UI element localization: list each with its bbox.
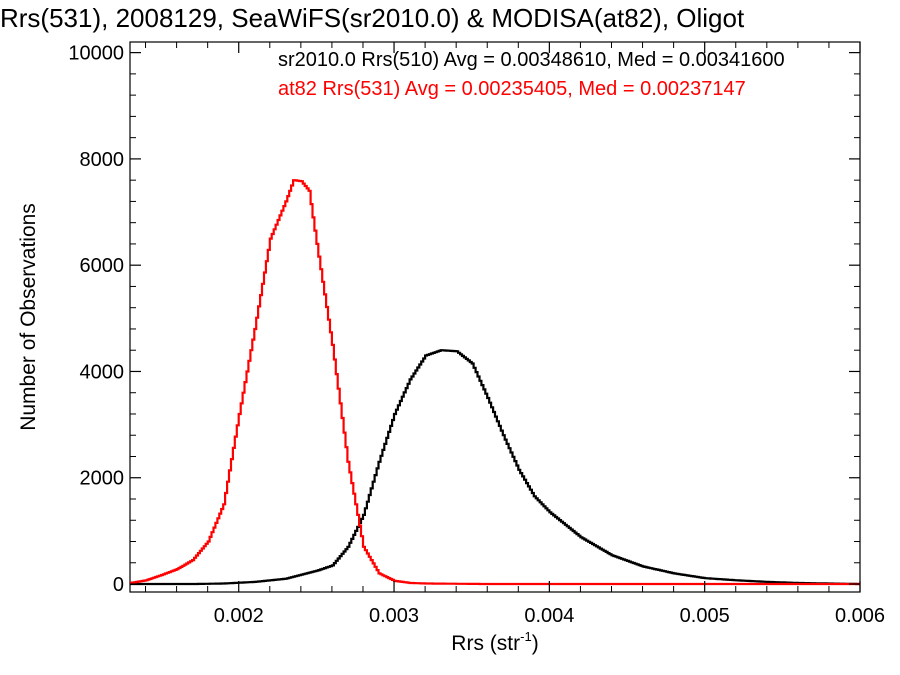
axis-ticks: 0.002 0.003 0.004 0.005 0.006 0 2000 4000 6000 80… — [68, 42, 885, 627]
series-line-0 — [130, 349, 860, 586]
x-tick-label: 0.004 — [524, 605, 574, 627]
x-axis-label-main: Rrs (str — [451, 632, 520, 655]
y-tick-label: 6000 — [80, 255, 125, 277]
x-tick-label: 0.002 — [214, 605, 264, 627]
y-axis-label: Number of Observations — [17, 203, 40, 431]
x-axis-label-tail: ) — [532, 632, 539, 655]
legend-entry-red: at82 Rrs(531) Avg = 0.00235405, Med = 0.… — [278, 78, 746, 100]
x-tick-label: 0.005 — [680, 605, 730, 627]
x-axis-label-superscript: -1 — [520, 629, 532, 644]
series-layer — [130, 179, 860, 586]
x-tick-label: 0.003 — [369, 605, 419, 627]
y-tick-label: 2000 — [80, 468, 125, 490]
y-tick-label: 0 — [113, 574, 124, 596]
y-tick-label: 4000 — [80, 361, 125, 383]
y-tick-label: 8000 — [80, 149, 125, 171]
legend-entry-black: sr2010.0 Rrs(510) Avg = 0.00348610, Med … — [278, 49, 785, 71]
plot-frame — [129, 41, 861, 593]
x-tick-label: 0.006 — [835, 605, 885, 627]
series-line-1 — [130, 179, 860, 586]
chart-title: Rrs(531), 2008129, SeaWiFS(sr2010.0) & M… — [0, 3, 745, 33]
y-tick-label: 10000 — [68, 43, 124, 65]
x-axis-label: Rrs (str-1) — [451, 629, 538, 655]
